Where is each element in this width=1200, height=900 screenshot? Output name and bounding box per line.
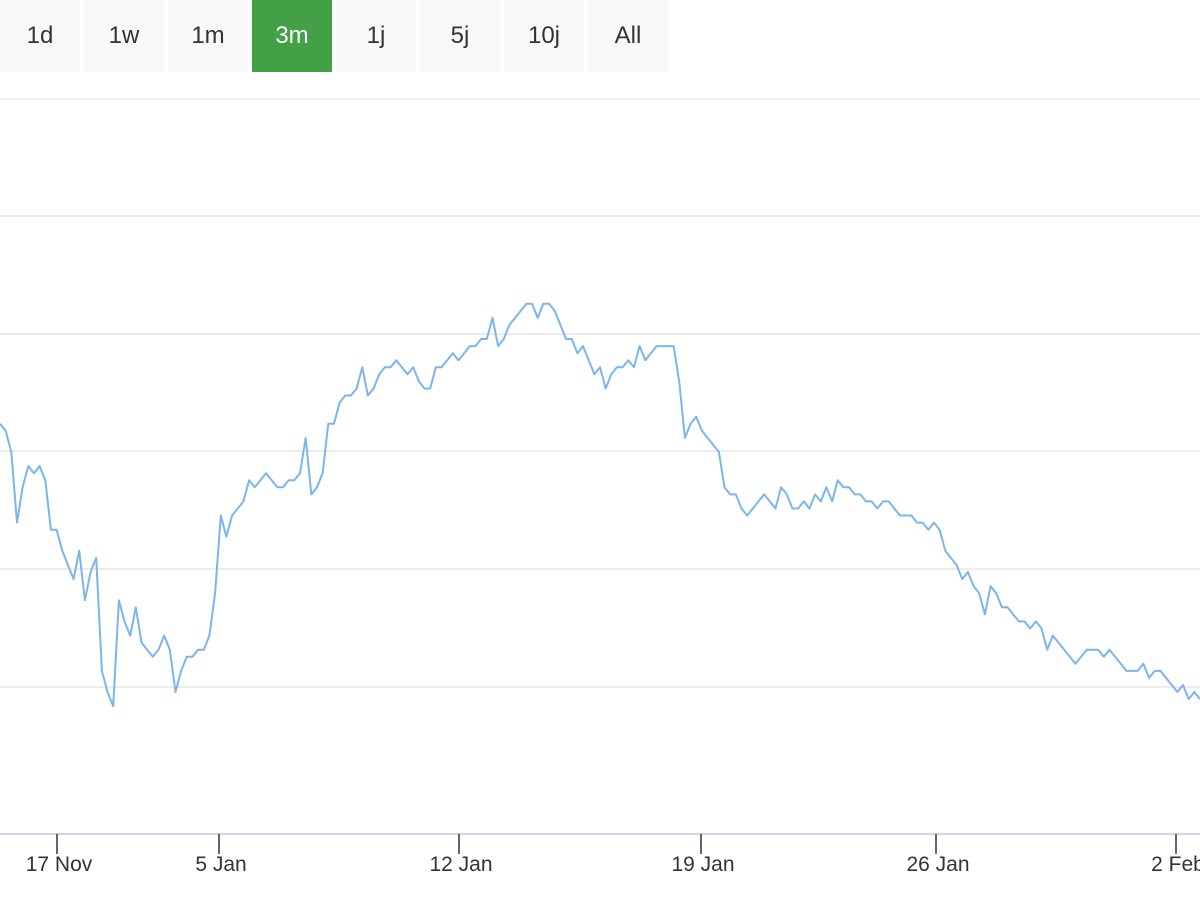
range-button-1j[interactable]: 1j: [336, 0, 416, 72]
range-selector: 1d 1w 1m 3m 1j 5j 10j All: [0, 0, 672, 72]
range-button-1w[interactable]: 1w: [84, 0, 164, 72]
range-button-1d[interactable]: 1d: [0, 0, 80, 72]
range-button-3m[interactable]: 3m: [252, 0, 332, 72]
x-tick-label: 5 Jan: [195, 853, 246, 876]
range-button-10j[interactable]: 10j: [504, 0, 584, 72]
series-line: [0, 302, 1200, 708]
range-button-all[interactable]: All: [588, 0, 668, 72]
x-tick-label: 19 Jan: [671, 853, 734, 876]
x-tick-label: 12 Jan: [429, 853, 492, 876]
range-button-5j[interactable]: 5j: [420, 0, 500, 72]
x-tick-label: 17 Nov: [26, 853, 93, 876]
range-button-1m[interactable]: 1m: [168, 0, 248, 72]
x-tick-label: 2 Feb: [1151, 853, 1200, 876]
x-tick-label: 26 Jan: [906, 853, 969, 876]
